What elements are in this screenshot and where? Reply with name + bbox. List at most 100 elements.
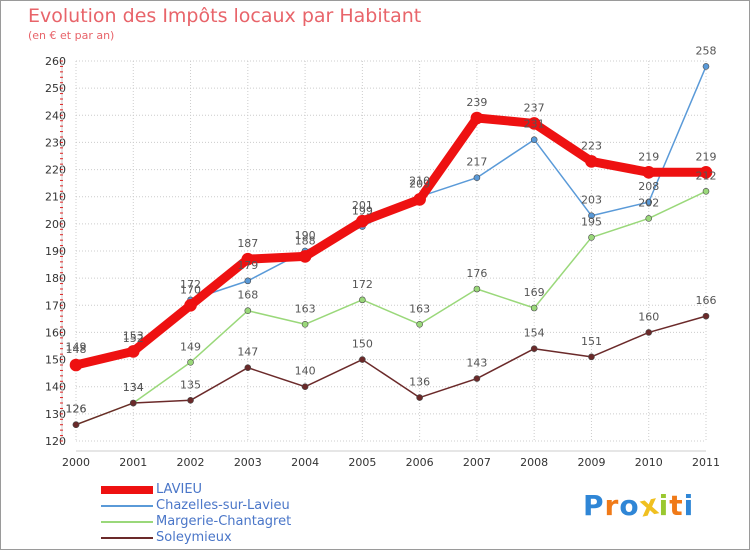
data-label: 219 bbox=[638, 150, 659, 163]
data-point bbox=[588, 212, 595, 220]
data-label: 152 bbox=[123, 332, 144, 345]
x-tick-label: 2001 bbox=[119, 456, 147, 469]
x-tick-label: 2000 bbox=[62, 456, 90, 469]
data-point bbox=[69, 358, 83, 372]
logo-letter: r bbox=[604, 489, 620, 522]
x-tick-label: 2010 bbox=[635, 456, 663, 469]
data-point bbox=[416, 320, 423, 328]
data-label: 231 bbox=[524, 118, 545, 131]
y-tick-label: 240 bbox=[45, 109, 66, 122]
data-label: 176 bbox=[466, 267, 487, 280]
data-label: 148 bbox=[66, 343, 87, 356]
data-point bbox=[241, 252, 255, 266]
chart-subtitle: (en € et par an) bbox=[28, 29, 115, 42]
data-point bbox=[645, 329, 653, 336]
data-label: 223 bbox=[581, 139, 602, 152]
data-label: 208 bbox=[638, 180, 659, 193]
data-point bbox=[187, 396, 194, 404]
data-point bbox=[244, 307, 252, 315]
data-label: 135 bbox=[180, 378, 201, 391]
y-tick-label: 130 bbox=[45, 408, 66, 421]
data-label: 170 bbox=[180, 283, 201, 296]
data-label: 134 bbox=[123, 381, 144, 394]
data-label: 188 bbox=[295, 234, 316, 247]
data-point bbox=[702, 63, 710, 70]
data-label: 150 bbox=[352, 338, 373, 351]
data-label: 202 bbox=[638, 196, 659, 209]
data-point bbox=[642, 165, 656, 179]
data-point bbox=[470, 111, 484, 125]
legend-swatch bbox=[101, 531, 153, 545]
data-point bbox=[356, 214, 369, 228]
data-label: 147 bbox=[237, 346, 258, 359]
y-tick-label: 220 bbox=[45, 164, 66, 177]
data-label: 169 bbox=[524, 286, 545, 299]
y-tick-label: 170 bbox=[45, 299, 66, 312]
data-label: 153 bbox=[123, 329, 144, 342]
grid-layer: 120 130 140 150 160 170 180 190 200 210 220 230 240 2… bbox=[45, 55, 720, 469]
data-label: 217 bbox=[466, 156, 487, 169]
data-point bbox=[244, 364, 252, 372]
logo-letter: o bbox=[619, 489, 640, 522]
data-point bbox=[416, 394, 423, 401]
data-label: 187 bbox=[237, 237, 258, 250]
y-tick-label: 160 bbox=[45, 326, 66, 339]
data-point bbox=[588, 234, 595, 241]
y-tick-label: 180 bbox=[45, 272, 66, 285]
y-tick-label: 210 bbox=[45, 191, 66, 204]
data-point bbox=[129, 399, 137, 407]
x-tick-label: 2002 bbox=[177, 456, 205, 469]
data-label: 160 bbox=[638, 310, 659, 323]
data-label: 239 bbox=[466, 96, 487, 109]
legend-label: Margerie-Chantagret bbox=[156, 514, 292, 529]
data-point bbox=[702, 187, 710, 195]
data-point bbox=[244, 277, 252, 285]
data-point bbox=[301, 320, 309, 328]
data-label: 190 bbox=[295, 229, 316, 242]
data-point bbox=[473, 375, 481, 382]
data-label: 172 bbox=[352, 278, 373, 291]
data-label: 212 bbox=[696, 169, 717, 182]
data-point bbox=[187, 358, 194, 366]
data-label: 163 bbox=[295, 302, 316, 315]
data-label: 201 bbox=[352, 199, 373, 212]
data-label: 237 bbox=[524, 101, 545, 114]
logo-letter: i bbox=[658, 489, 670, 522]
y-tick-label: 190 bbox=[45, 245, 66, 258]
data-label: 143 bbox=[466, 357, 487, 370]
y-tick-label: 230 bbox=[45, 136, 66, 149]
series-lavieu bbox=[69, 111, 713, 372]
data-label: 136 bbox=[409, 376, 430, 389]
data-label: 154 bbox=[524, 327, 545, 340]
data-point bbox=[702, 312, 710, 320]
series-line bbox=[75, 315, 707, 426]
proxiti-logo: Proxiti bbox=[583, 487, 694, 523]
data-label: 134 bbox=[123, 381, 144, 394]
data-point bbox=[699, 165, 713, 179]
legend-label: LAVIEU bbox=[156, 482, 203, 497]
data-point bbox=[298, 250, 312, 263]
y-tick-label: 120 bbox=[45, 435, 66, 448]
chart-title: Evolution des Impôts locaux par Habitant bbox=[28, 5, 422, 27]
data-label: 151 bbox=[581, 335, 602, 348]
legend-swatch bbox=[101, 499, 153, 513]
data-point bbox=[72, 421, 80, 429]
legend-label: Soleymieux bbox=[156, 530, 232, 545]
y-tick-label: 140 bbox=[45, 381, 66, 394]
x-tick-label: 2009 bbox=[577, 456, 605, 469]
data-label: 209 bbox=[409, 177, 430, 190]
logo-letter: P bbox=[583, 489, 605, 522]
data-label: 210 bbox=[409, 175, 430, 188]
x-tick-label: 2006 bbox=[406, 456, 434, 469]
data-label: 126 bbox=[66, 403, 87, 416]
x-tick-label: 2005 bbox=[348, 456, 376, 469]
data-label: 258 bbox=[696, 44, 717, 57]
series-line bbox=[75, 190, 707, 426]
data-point bbox=[301, 383, 309, 391]
data-point bbox=[585, 155, 598, 168]
legend-swatch bbox=[101, 515, 153, 529]
data-label: 149 bbox=[180, 340, 201, 353]
data-label: 149 bbox=[66, 340, 87, 353]
data-point bbox=[413, 193, 426, 206]
